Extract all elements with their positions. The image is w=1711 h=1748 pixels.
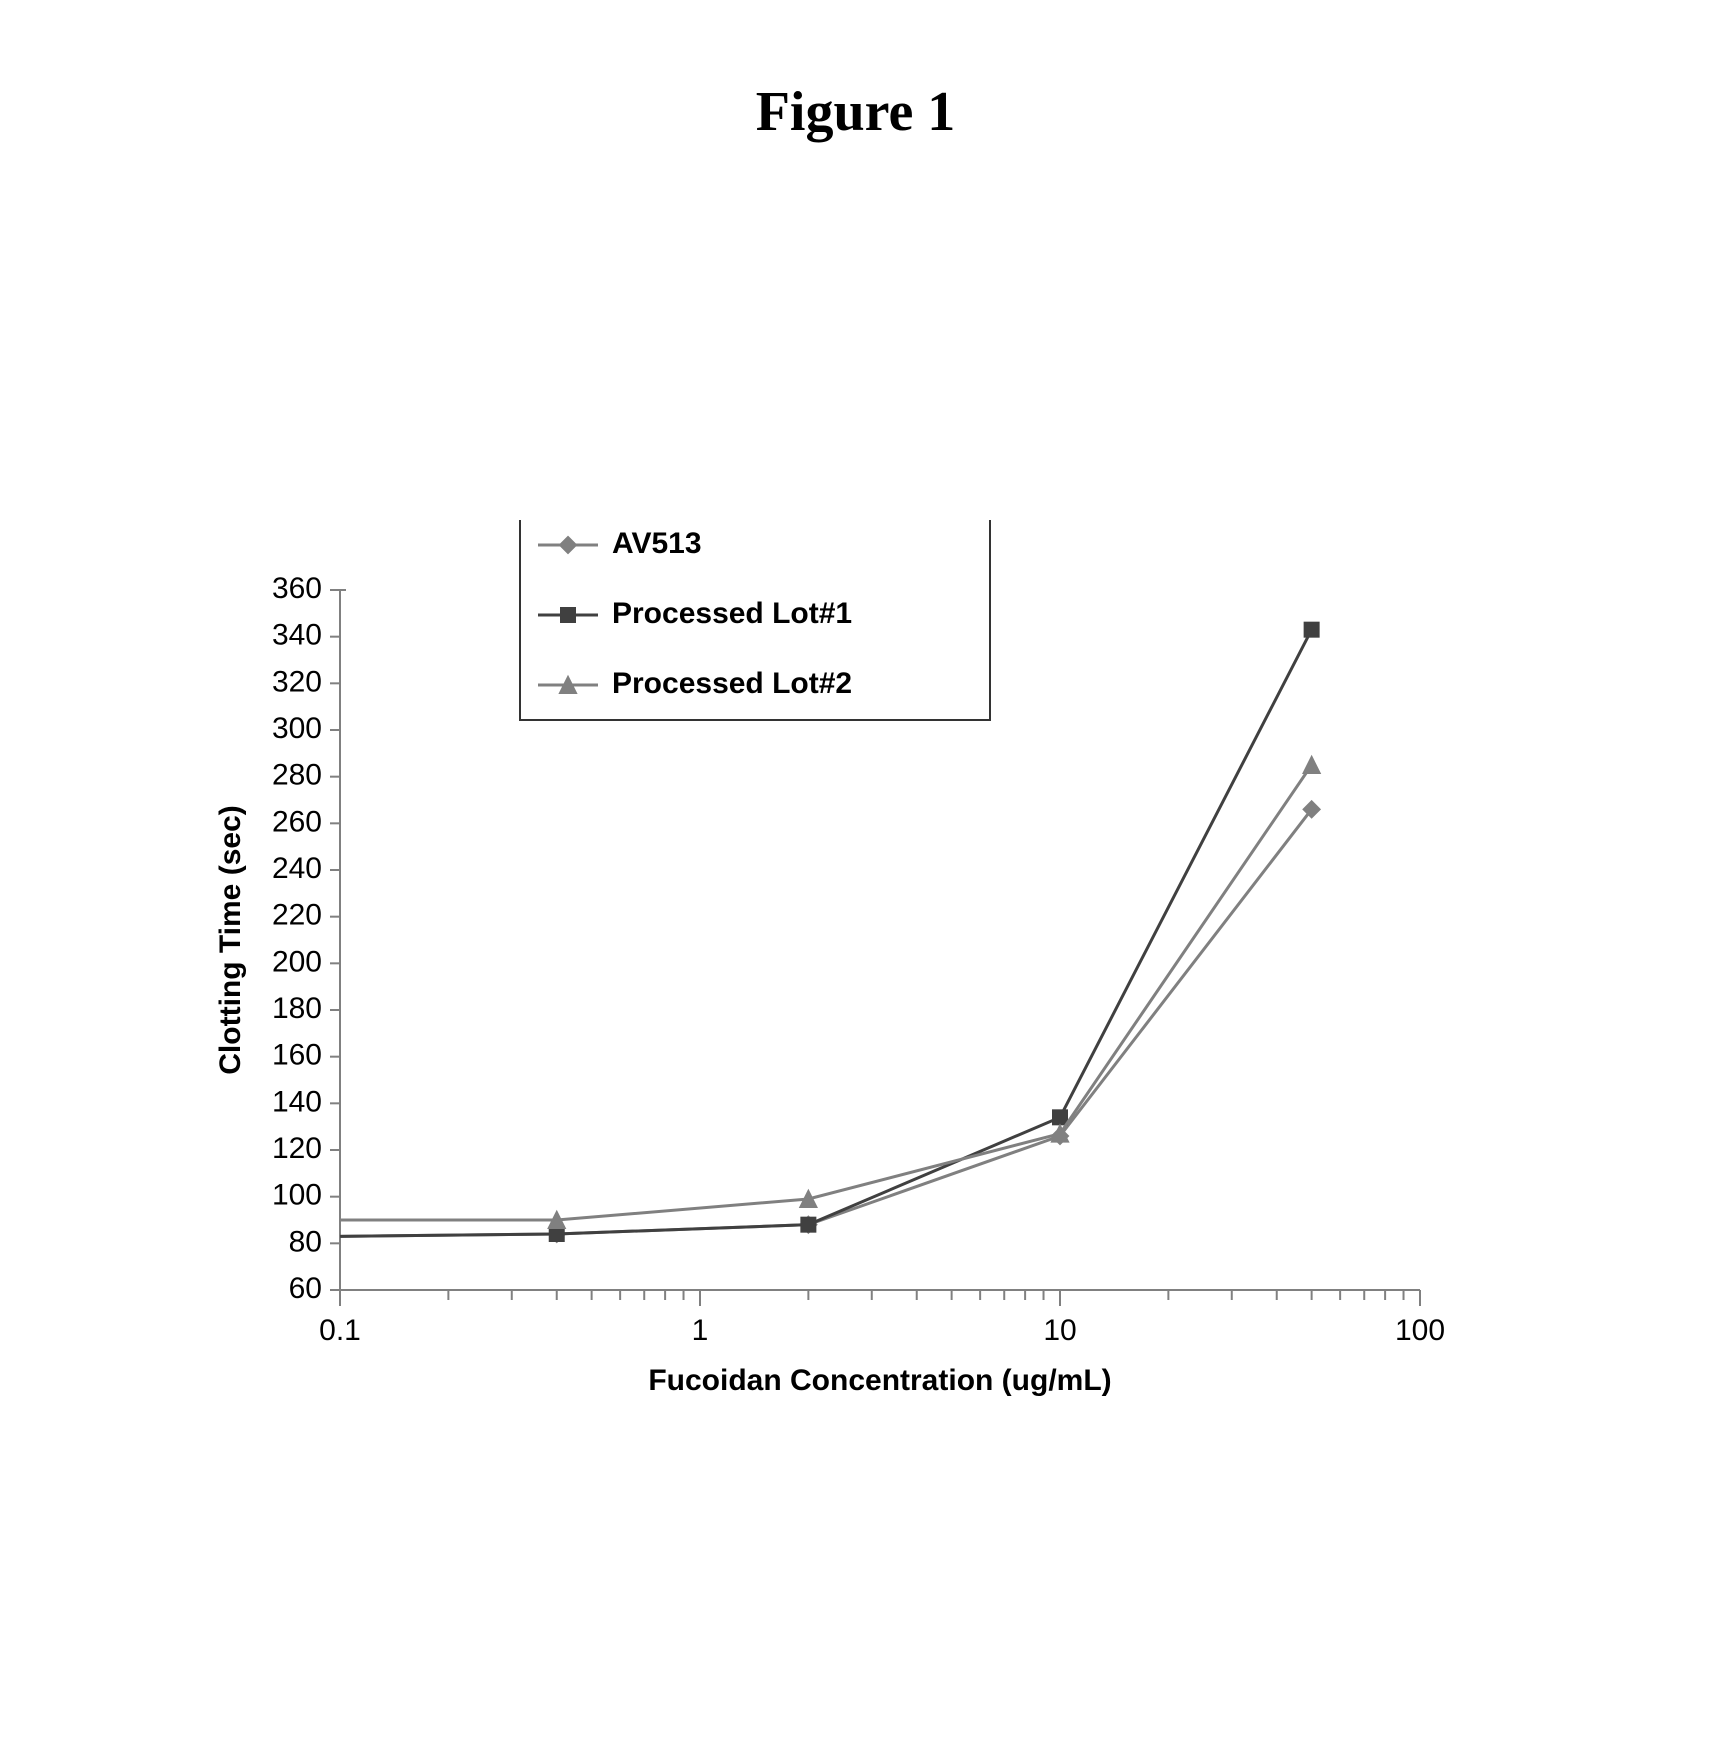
y-tick-label: 100 <box>272 1179 322 1212</box>
series-line <box>340 809 1312 1236</box>
chart-container: 60 80 100 120 140 160 180 200 220 240 260 280 300 320… <box>200 520 1500 1480</box>
y-tick-label: 80 <box>289 1225 322 1258</box>
y-tick-label: 260 <box>272 805 322 838</box>
y-tick-label: 280 <box>272 759 322 792</box>
y-axis-title: Clotting Time (sec) <box>214 805 247 1074</box>
y-tick-label: 180 <box>272 992 322 1025</box>
y-tick-label: 360 <box>272 572 322 605</box>
y-tick-label: 300 <box>272 712 322 745</box>
series-s1 <box>340 801 1320 1242</box>
x-axis-title: Fucoidan Concentration (ug/mL) <box>648 1364 1111 1397</box>
series-s3 <box>340 757 1320 1228</box>
y-tick-label: 220 <box>272 899 322 932</box>
chart-svg: 60 80 100 120 140 160 180 200 220 240 260 280 300 320… <box>200 520 1500 1480</box>
legend: AV513 Processed Lot#1 Processed Lot#2 <box>520 520 990 720</box>
marker-square <box>1305 623 1319 637</box>
series-line <box>340 765 1312 1220</box>
y-tick-label: 240 <box>272 852 322 885</box>
y-tick-label: 320 <box>272 665 322 698</box>
marker-diamond <box>560 537 576 553</box>
figure-title: Figure 1 <box>0 80 1711 144</box>
legend-label: AV513 <box>612 527 702 560</box>
legend-label: Processed Lot#2 <box>612 667 852 700</box>
y-tick-label: 160 <box>272 1039 322 1072</box>
y-tick-label: 340 <box>272 619 322 652</box>
x-tick-label: 0.1 <box>319 1314 361 1347</box>
marker-square <box>561 608 575 622</box>
series-s2 <box>340 623 1319 1241</box>
marker-square <box>550 1227 564 1241</box>
marker-square <box>1053 1110 1067 1124</box>
marker-triangle <box>1304 757 1320 773</box>
marker-square <box>801 1218 815 1232</box>
y-tick-label: 140 <box>272 1085 322 1118</box>
y-tick-label: 60 <box>289 1272 322 1305</box>
x-tick-label: 100 <box>1395 1314 1445 1347</box>
y-tick-label: 120 <box>272 1132 322 1165</box>
y-tick-label: 200 <box>272 945 322 978</box>
x-tick-label: 10 <box>1043 1314 1076 1347</box>
x-tick-label: 1 <box>692 1314 709 1347</box>
legend-label: Processed Lot#1 <box>612 597 852 630</box>
